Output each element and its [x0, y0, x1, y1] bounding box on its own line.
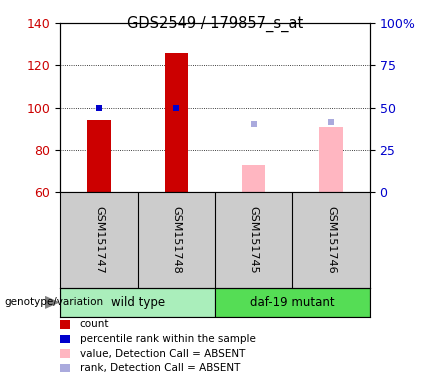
Bar	[60, 288, 215, 317]
Text: percentile rank within the sample: percentile rank within the sample	[80, 334, 255, 344]
Text: GSM151746: GSM151746	[326, 206, 336, 274]
Bar	[165, 53, 188, 192]
Polygon shape	[45, 297, 58, 308]
Text: genotype/variation: genotype/variation	[4, 297, 104, 308]
Text: wild type: wild type	[111, 296, 165, 309]
Bar	[87, 120, 111, 192]
Text: rank, Detection Call = ABSENT: rank, Detection Call = ABSENT	[80, 363, 240, 373]
Text: GSM151748: GSM151748	[171, 206, 181, 274]
Text: GSM151745: GSM151745	[249, 206, 259, 274]
Text: GDS2549 / 179857_s_at: GDS2549 / 179857_s_at	[127, 15, 303, 31]
Text: GSM151747: GSM151747	[94, 206, 104, 274]
Text: daf-19 mutant: daf-19 mutant	[250, 296, 335, 309]
Text: value, Detection Call = ABSENT: value, Detection Call = ABSENT	[80, 349, 245, 359]
Text: count: count	[80, 319, 109, 329]
Bar	[215, 288, 370, 317]
Bar	[319, 127, 343, 192]
Bar	[242, 165, 265, 192]
